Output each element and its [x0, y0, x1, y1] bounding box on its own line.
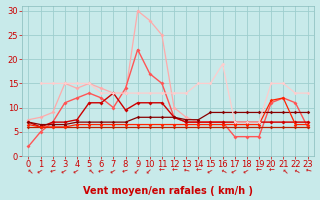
Text: Vent moyen/en rafales ( km/h ): Vent moyen/en rafales ( km/h ): [83, 186, 253, 196]
Text: ←: ←: [256, 168, 262, 174]
Text: ←: ←: [49, 168, 57, 176]
Text: ←: ←: [36, 168, 45, 176]
Text: ←: ←: [98, 168, 105, 175]
Text: ←: ←: [220, 168, 226, 174]
Text: ←: ←: [159, 168, 165, 174]
Text: ←: ←: [231, 168, 239, 176]
Text: ←: ←: [25, 168, 32, 175]
Text: ←: ←: [73, 168, 81, 175]
Text: ←: ←: [147, 168, 153, 174]
Text: ←: ←: [303, 168, 312, 176]
Text: ←: ←: [291, 168, 300, 176]
Text: ←: ←: [109, 168, 117, 176]
Text: ←: ←: [243, 168, 251, 176]
Text: ←: ←: [122, 168, 129, 175]
Text: ←: ←: [208, 168, 213, 174]
Text: ←: ←: [135, 168, 140, 174]
Text: ←: ←: [171, 168, 178, 175]
Text: ←: ←: [268, 168, 275, 175]
Text: ←: ←: [182, 168, 190, 176]
Text: ←: ←: [61, 168, 69, 176]
Text: ←: ←: [279, 168, 287, 176]
Text: ←: ←: [195, 168, 202, 175]
Text: ←: ←: [85, 168, 93, 176]
